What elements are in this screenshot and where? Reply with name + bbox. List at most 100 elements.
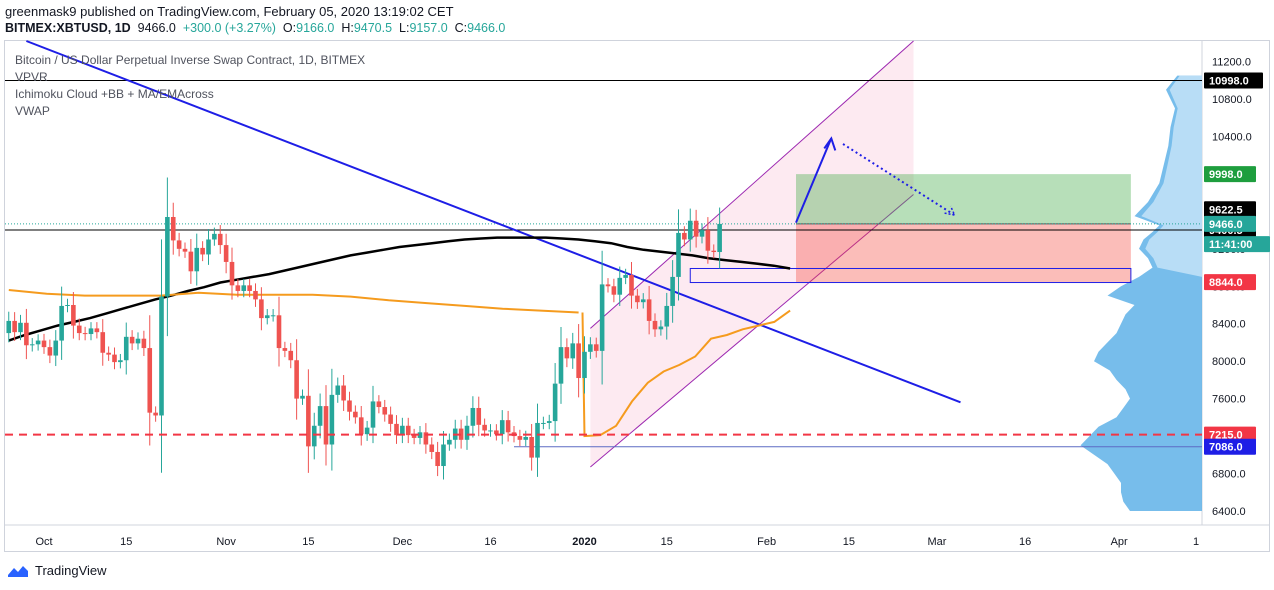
high-value: 9470.5 [353, 21, 393, 35]
legend-indicator-vwap[interactable]: VWAP [15, 104, 50, 118]
x-tick-label: 15 [661, 536, 673, 548]
candle-body [270, 315, 276, 317]
candle-body [394, 423, 399, 436]
y-tick-label: 10400.0 [1212, 131, 1252, 143]
candle-body [482, 424, 487, 431]
candle-body [623, 275, 628, 278]
candle-body [658, 326, 664, 330]
candle-body [541, 422, 546, 424]
candle-body [405, 425, 411, 436]
candle-body [323, 406, 329, 445]
candle-body [370, 401, 376, 428]
published-by-line: greenmask9 published on TradingView.com,… [5, 4, 454, 19]
candle-body [253, 290, 258, 300]
legend-indicator-vpvr[interactable]: VPVR [15, 70, 48, 84]
candle-body [300, 395, 305, 399]
candle-body [76, 325, 82, 334]
candle-body [94, 328, 100, 333]
candle-body [141, 338, 147, 349]
candle-body [635, 295, 640, 303]
candle-body [259, 299, 264, 319]
published-text: greenmask9 published on TradingView.com,… [5, 4, 454, 19]
price-tag-label: 7215.0 [1209, 430, 1243, 442]
candle-body [247, 285, 252, 291]
candle-body [35, 340, 41, 345]
projection-arrow-down [842, 143, 956, 216]
candle-body [147, 348, 153, 413]
candle-body [505, 420, 511, 433]
candle-body [558, 347, 564, 384]
price-tag [1204, 166, 1256, 183]
candle-body [358, 417, 364, 435]
x-tick-label: 16 [1019, 536, 1031, 548]
y-tick-label: 6400.0 [1212, 506, 1246, 518]
candle-body [264, 315, 270, 319]
legend-indicator-ichimoku[interactable]: Ichimoku Cloud +BB + MA/EMAcross [15, 87, 214, 101]
candle-body [294, 360, 299, 399]
candle-body [282, 348, 288, 351]
candle-body [353, 411, 358, 418]
candle-body [411, 435, 417, 438]
change-value: +300.0 (+3.27%) [182, 21, 276, 35]
candle-body [212, 233, 217, 240]
candle-body [335, 385, 341, 395]
y-tick-label: 10800.0 [1212, 94, 1252, 106]
x-tick-label: Feb [757, 536, 776, 548]
descending-trendline [26, 40, 961, 404]
candle-body [241, 285, 247, 291]
candle-body [6, 320, 12, 334]
candle-body [687, 220, 693, 240]
candle-body [529, 437, 534, 458]
candle-body [535, 422, 540, 458]
candle-body [341, 385, 346, 401]
candle-body [617, 277, 623, 295]
legend-title: Bitcoin / US Dollar Perpetual Inverse Sw… [15, 53, 366, 67]
brand-text: TradingView [35, 563, 107, 578]
candle-body [188, 251, 194, 272]
tradingview-logo[interactable]: TradingView [7, 563, 107, 578]
candle-body [470, 407, 476, 426]
price-tag [1204, 236, 1270, 253]
y-tick-label: 8000.0 [1212, 356, 1246, 368]
candle-body [288, 350, 294, 361]
candle-body [176, 240, 182, 249]
candle-body [311, 425, 317, 447]
vwap-line [8, 289, 579, 314]
x-tick-label: 15 [843, 536, 855, 548]
candle-body [458, 428, 464, 440]
candle-body [517, 436, 523, 440]
x-tick-label: 15 [302, 536, 314, 548]
low-value: 9157.0 [409, 21, 448, 35]
projection-arrow-up [795, 137, 833, 224]
price-tag [1204, 201, 1256, 218]
candle-body [676, 232, 681, 277]
candle-body [41, 340, 47, 348]
price-tag [1204, 426, 1256, 443]
x-tick-label: Dec [393, 536, 413, 548]
candle-body [382, 407, 388, 415]
candle-body [276, 315, 282, 349]
x-tick-label: 1 [1193, 536, 1199, 548]
channel-fill [590, 41, 914, 467]
y-tick-label: 6800.0 [1212, 469, 1246, 481]
projection-arrow-up-head [823, 136, 837, 151]
candle-body [376, 401, 382, 408]
candle-body [229, 261, 235, 286]
chart-frame[interactable] [4, 40, 1270, 552]
price-tag-label: 8844.0 [1209, 277, 1243, 289]
price-tag-label: 7086.0 [1209, 442, 1243, 454]
candle-body [165, 217, 170, 297]
candle-body [605, 284, 611, 287]
candle-body [235, 285, 241, 291]
consolidation-box [689, 267, 1132, 284]
candle-body [441, 444, 446, 467]
candle-body [646, 299, 652, 321]
symbol-label: BITMEX:XBTUSD, 1D [5, 21, 131, 35]
candle-body [223, 245, 229, 262]
stop-loss-zone [796, 223, 1131, 283]
x-tick-label: Oct [35, 536, 52, 548]
candle-body [699, 230, 705, 237]
candle-body [664, 305, 670, 327]
price-tag [1204, 274, 1256, 291]
